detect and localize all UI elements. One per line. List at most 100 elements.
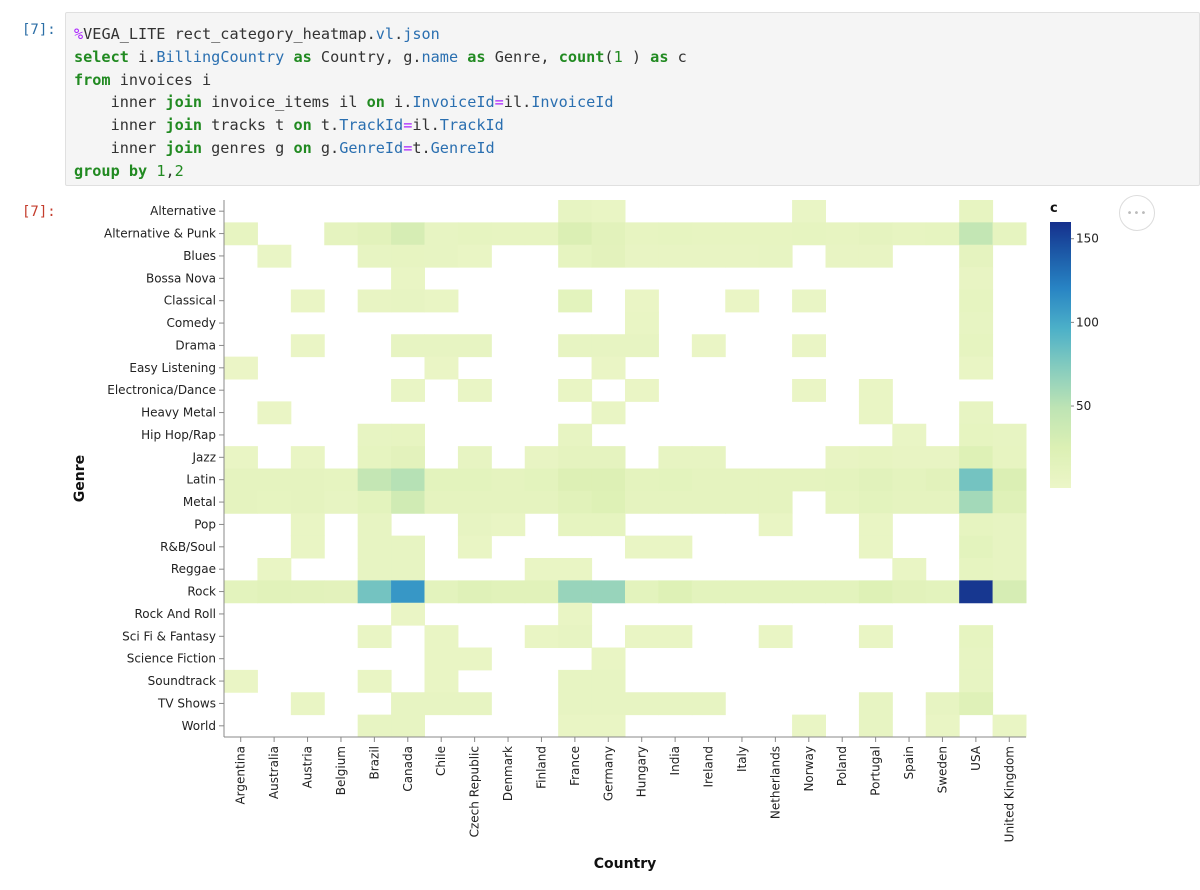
y-tick-label-reggae: Reggae: [171, 562, 216, 576]
y-tick-label-soundtrack: Soundtrack: [148, 674, 216, 688]
heatmap-cell-canada-rock-and-roll: Canada / Rock And Roll: 4: [391, 602, 425, 626]
heatmap-cell-canada-r-b-soul: Canada / R&B/Soul: 8: [391, 535, 425, 559]
legend-tick-label-150: 150: [1076, 232, 1099, 246]
heatmap-cell-finland-sci-fi-fantasy: Finland / Sci Fi & Fantasy: 6: [524, 625, 559, 649]
heatmap-cell-hungary-r-b-soul: Hungary / R&B/Soul: 6: [625, 535, 659, 559]
heatmap-cell-germany-jazz: Germany / Jazz: 12: [591, 446, 626, 470]
heatmap-cell-italy-alternative-punk: Italy / Alternative & Punk: 9: [725, 222, 760, 246]
heatmap-cell-canada-metal: Canada / Metal: 34: [391, 490, 425, 514]
heatmap-cell-brazil-alternative-punk: Brazil / Alternative & Punk: 16: [357, 222, 392, 246]
heatmap-cell-germany-drama: Germany / Drama: 8: [591, 334, 626, 358]
heatmap-cell-czech-republic-jazz: Czech Republic / Jazz: 8: [457, 446, 492, 470]
heatmap-cell-germany-heavy-metal: Germany / Heavy Metal: 6: [591, 401, 626, 425]
heatmap-cell-germany-easy-listening: Germany / Easy Listening: 4: [591, 356, 626, 380]
heatmap-cell-czech-republic-r-b-soul: Czech Republic / R&B/Soul: 6: [457, 535, 492, 559]
code-editor[interactable]: %VEGA_LITE rect_category_heatmap.vl.json…: [74, 25, 687, 180]
heatmap-cell-usa-pop: USA / Pop: 10: [959, 513, 994, 537]
input-prompt: [7]:: [22, 22, 56, 38]
heatmap-cell-chile-sci-fi-fantasy: Chile / Sci Fi & Fantasy: 6: [424, 625, 459, 649]
heatmap-cell-france-world: France / World: 6: [558, 714, 593, 738]
heatmap-cell-hungary-alternative-punk: Hungary / Alternative & Punk: 9: [625, 222, 659, 246]
heatmap-cell-france-classical: France / Classical: 14: [558, 289, 593, 313]
heatmap-cell-usa-tv-shows: USA / TV Shows: 20: [959, 692, 994, 716]
heatmap-cell-brazil-r-b-soul: Brazil / R&B/Soul: 8: [357, 535, 392, 559]
heatmap-cell-spain-metal: Spain / Metal: 12: [892, 490, 927, 514]
heatmap-cell-spain-alternative-punk: Spain / Alternative & Punk: 9: [892, 222, 927, 246]
heatmap-cell-germany-alternative: Germany / Alternative: 6: [591, 200, 626, 223]
legend-gradient: [1050, 222, 1071, 488]
heatmap-cell-portugal-r-b-soul: Portugal / R&B/Soul: 6: [858, 535, 893, 559]
heatmap-cell-canada-latin: Canada / Latin: 52: [391, 468, 425, 492]
y-tick-label-classical: Classical: [164, 294, 216, 308]
y-tick-label-pop: Pop: [194, 517, 216, 531]
heatmap-cell-sweden-latin: Sweden / Latin: 16: [925, 468, 960, 492]
heatmap-cell-czech-republic-alternative-punk: Czech Republic / Alternative & Punk: 10: [457, 222, 492, 246]
chart-actions-button[interactable]: •••: [1119, 195, 1155, 231]
heatmap-cell-norway-alternative: Norway / Alternative: 5: [792, 200, 826, 223]
heatmap-cell-united-kingdom-reggae: United Kingdom / Reggae: 8: [992, 558, 1027, 581]
heatmap-cell-austria-latin: Austria / Latin: 12: [290, 468, 325, 492]
heatmap-cell-argentina-alternative-punk: Argentina / Alternative & Punk: 9: [224, 222, 258, 246]
heatmap-cell-canada-rock: Canada / Rock: 110: [391, 580, 425, 604]
y-tick-label-drama: Drama: [175, 338, 216, 352]
x-tick-label-sweden: Sweden: [935, 746, 949, 793]
heatmap-cell-france-alternative: France / Alternative: 8: [558, 200, 593, 223]
heatmap-cell-france-tv-shows: France / TV Shows: 8: [558, 692, 593, 716]
x-tick-label-brazil: Brazil: [367, 746, 381, 780]
heatmap-cell-india-metal: India / Metal: 12: [658, 490, 693, 514]
heatmap-cell-austria-pop: Austria / Pop: 6: [290, 513, 325, 537]
y-tick-label-hip-hop-rap: Hip Hop/Rap: [141, 428, 216, 442]
heatmap-cell-india-jazz: India / Jazz: 8: [658, 446, 693, 470]
heatmap-cell-usa-metal: USA / Metal: 60: [959, 490, 994, 514]
heatmap-cell-canada-alternative-punk: Canada / Alternative & Punk: 30: [391, 222, 425, 246]
heatmap-cell-austria-classical: Austria / Classical: 4: [290, 289, 325, 313]
heatmap-cell-canada-reggae: Canada / Reggae: 8: [391, 558, 425, 581]
heatmap-cell-belgium-rock: Belgium / Rock: 15: [324, 580, 359, 604]
x-tick-label-usa: USA: [969, 745, 983, 771]
heatmap-cell-brazil-pop: Brazil / Pop: 8: [357, 513, 392, 537]
heatmap-cell-india-alternative-punk: India / Alternative & Punk: 10: [658, 222, 693, 246]
x-axis-title: Country: [594, 856, 657, 872]
code-cell[interactable]: %VEGA_LITE rect_category_heatmap.vl.json…: [65, 12, 1200, 186]
y-tick-label-electronica-dance: Electronica/Dance: [107, 383, 216, 397]
x-tick-label-poland: Poland: [835, 746, 849, 786]
y-tick-label-alternative-punk: Alternative & Punk: [104, 227, 216, 241]
heatmap-cell-czech-republic-pop: Czech Republic / Pop: 8: [457, 513, 492, 537]
heatmap-cell-canada-tv-shows: Canada / TV Shows: 8: [391, 692, 425, 716]
heatmap-cell-hungary-blues: Hungary / Blues: 7: [625, 244, 659, 268]
legend-title: c: [1050, 201, 1058, 216]
heatmap-cell-chile-rock: Chile / Rock: 14: [424, 580, 459, 604]
x-tick-label-india: India: [668, 746, 682, 775]
heatmap-cell-spain-latin: Spain / Latin: 13: [892, 468, 927, 492]
heatmap-cell-sweden-world: Sweden / World: 6: [925, 714, 960, 738]
heatmap-cell-usa-science-fiction: USA / Science Fiction: 8: [959, 647, 994, 671]
heatmap-cell-hungary-sci-fi-fantasy: Hungary / Sci Fi & Fantasy: 6: [625, 625, 659, 649]
heatmap-cell-usa-easy-listening: USA / Easy Listening: 6: [959, 356, 994, 380]
heatmap-cell-united-kingdom-pop: United Kingdom / Pop: 8: [992, 513, 1027, 537]
heatmap-cell-denmark-pop: Denmark / Pop: 6: [491, 513, 526, 537]
heatmap-cell-hungary-metal: Hungary / Metal: 12: [625, 490, 659, 514]
heatmap-cell-ireland-alternative-punk: Ireland / Alternative & Punk: 9: [691, 222, 726, 246]
heatmap-cell-france-rock-and-roll: France / Rock And Roll: 6: [558, 602, 593, 626]
heatmap-cell-ireland-rock: Ireland / Rock: 14: [691, 580, 726, 604]
legend-tick-label-100: 100: [1076, 315, 1099, 329]
heatmap-cell-spain-rock: Spain / Rock: 16: [892, 580, 927, 604]
heatmap-cell-canada-world: Canada / World: 8: [391, 714, 425, 738]
heatmap-cell-united-kingdom-hip-hop-rap: United Kingdom / Hip Hop/Rap: 8: [992, 423, 1027, 447]
heatmap-cell-germany-soundtrack: Germany / Soundtrack: 8: [591, 669, 626, 693]
heatmap-cell-argentina-rock: Argentina / Rock: 14: [224, 580, 258, 604]
heatmap-cell-australia-metal: Australia / Metal: 10: [257, 490, 292, 514]
heatmap-cell-portugal-sci-fi-fantasy: Portugal / Sci Fi & Fantasy: 6: [858, 625, 893, 649]
heatmap-cell-usa-sci-fi-fantasy: USA / Sci Fi & Fantasy: 10: [959, 625, 994, 649]
y-tick-label-r-b-soul: R&B/Soul: [160, 540, 216, 554]
heatmap-cell-argentina-soundtrack: Argentina / Soundtrack: 4: [224, 669, 258, 693]
heatmap-cell-spain-reggae: Spain / Reggae: 6: [892, 558, 927, 581]
heatmap-cell-poland-jazz: Poland / Jazz: 7: [825, 446, 860, 470]
heatmap-cell-australia-latin: Australia / Latin: 12: [257, 468, 292, 492]
heatmap-cell-hungary-comedy: Hungary / Comedy: 6: [625, 311, 659, 335]
heatmap-cell-finland-jazz: Finland / Jazz: 7: [524, 446, 559, 470]
heatmap-cell-norway-world: Norway / World: 6: [792, 714, 826, 738]
heatmap-cell-chile-science-fiction: Chile / Science Fiction: 6: [424, 647, 459, 671]
heatmap-cell-usa-alternative-punk: USA / Alternative & Punk: 45: [959, 222, 994, 246]
heatmap-cell-norway-rock: Norway / Rock: 14: [792, 580, 826, 604]
